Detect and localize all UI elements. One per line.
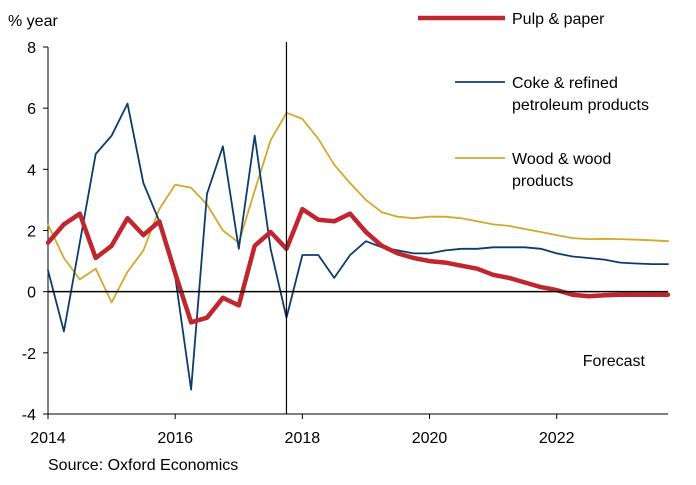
x-axis-ticks: 2014 2016 2018 2020 2022 xyxy=(30,414,575,447)
legend-label: Pulp & paper xyxy=(512,11,605,28)
legend-label: petroleum products xyxy=(512,97,649,114)
y-tick-label: -2 xyxy=(22,346,36,363)
source-note: Source: Oxford Economics xyxy=(48,457,239,474)
y-tick-label: 4 xyxy=(27,162,36,179)
y-tick-label: 8 xyxy=(27,40,36,57)
legend-label: Coke & refined xyxy=(512,75,618,92)
series-line-pulp-paper xyxy=(45,206,671,325)
y-tick-label: -4 xyxy=(22,407,36,424)
x-tick-label: 2016 xyxy=(157,430,193,447)
series-lines xyxy=(45,102,671,391)
y-tick-label: 0 xyxy=(27,285,36,302)
y-tick-label: 2 xyxy=(27,224,36,241)
legend-label: products xyxy=(512,173,573,190)
y-axis-ticks: -4 -2 0 2 4 6 8 xyxy=(22,40,48,424)
x-tick-label: 2022 xyxy=(539,430,575,447)
x-tick-label: 2014 xyxy=(30,430,66,447)
legend: Pulp & paper Coke & refined petroleum prod… xyxy=(418,11,649,190)
series-line-coke-refined-petroleum-products xyxy=(47,102,669,391)
x-tick-label: 2020 xyxy=(412,430,448,447)
series-line-wood-wood-products xyxy=(47,111,669,304)
forecast-annotation: Forecast xyxy=(583,353,646,370)
y-tick-label: 6 xyxy=(27,101,36,118)
legend-label: Wood & wood xyxy=(512,151,611,168)
y-axis-unit-label: % year xyxy=(8,13,58,30)
x-tick-label: 2018 xyxy=(285,430,321,447)
